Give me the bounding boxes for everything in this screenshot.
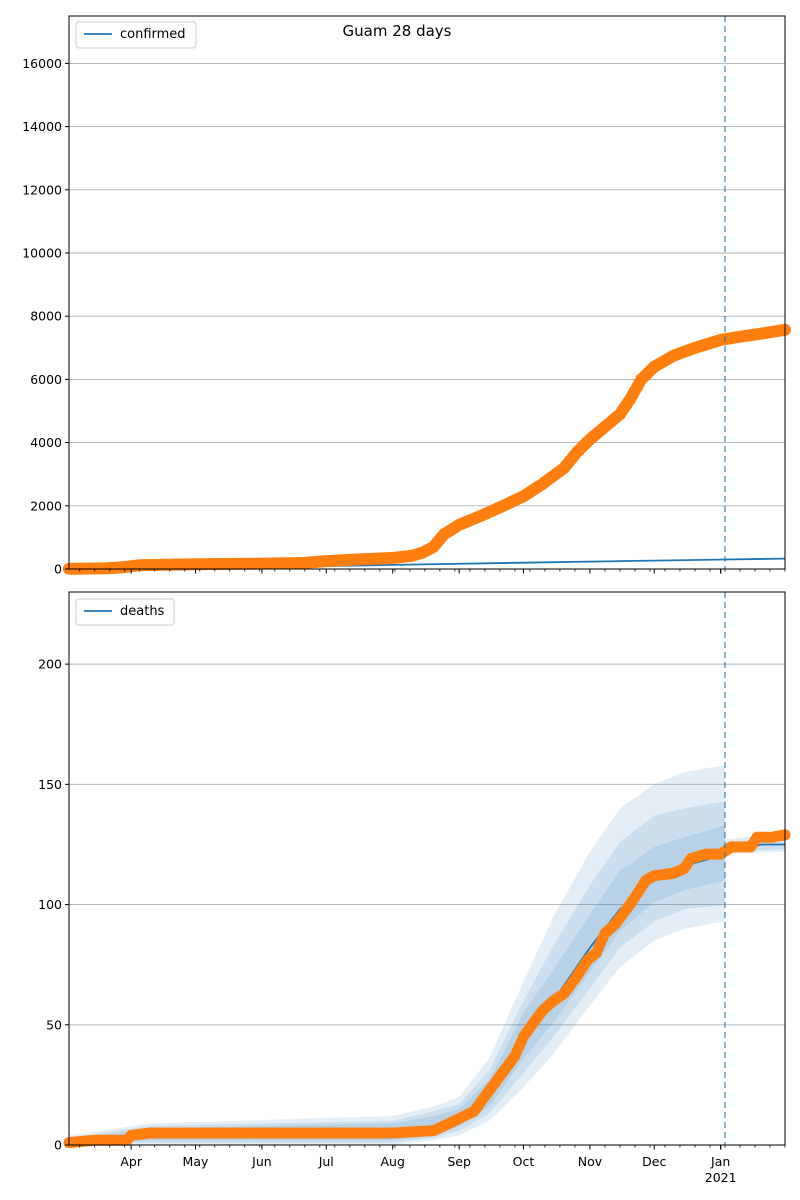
- legend-box: [75, 21, 197, 49]
- panel-deaths: 0 50 100 150 200 Apr May Jun Jul Aug Sep Oct Nov Dec…: [38, 591, 791, 1185]
- legend: confirmed: [75, 21, 197, 49]
- y-tick-label: 16000: [22, 56, 62, 71]
- x-year-label: 2021: [705, 1170, 737, 1185]
- y-tick-label: 6000: [30, 372, 62, 387]
- x-tick-label: Sep: [447, 1154, 471, 1169]
- x-tick-label: Dec: [642, 1154, 666, 1169]
- legend-label: confirmed: [120, 27, 186, 42]
- uncertainty-band: [69, 825, 725, 1145]
- y-tick-label: 10000: [22, 246, 62, 261]
- y-tick-label: 14000: [22, 119, 62, 134]
- legend-label: deaths: [120, 604, 165, 619]
- x-tick-label: May: [183, 1154, 209, 1169]
- x-tick-label: Jul: [318, 1154, 334, 1169]
- plot-frame: [68, 591, 786, 1146]
- x-tick-label: Nov: [578, 1154, 603, 1169]
- uncertainty-band: [69, 801, 725, 1145]
- plot-frame: [68, 15, 786, 570]
- y-tick-label: 2000: [30, 498, 62, 513]
- x-tick-label: Oct: [513, 1154, 535, 1169]
- legend: deaths: [75, 598, 175, 626]
- panel-confirmed: 0 2000 4000 6000 8000 10000 12000 14000 16000 co…: [22, 15, 791, 577]
- x-tick-label: Jun: [251, 1154, 272, 1169]
- x-tick-label: Jan: [710, 1154, 730, 1169]
- x-tick-label: Apr: [120, 1154, 142, 1169]
- x-tick-label: Aug: [380, 1154, 404, 1169]
- y-tick-label: 0: [54, 562, 62, 577]
- y-tick-label: 12000: [22, 182, 62, 197]
- legend-box: [75, 598, 175, 626]
- y-tick-label: 200: [38, 657, 62, 672]
- y-tick-label: 8000: [30, 309, 62, 324]
- uncertainty-band: [69, 765, 725, 1145]
- y-tick-label: 150: [38, 777, 62, 792]
- y-tick-label: 100: [38, 897, 62, 912]
- y-tick-label: 4000: [30, 435, 62, 450]
- figure-title: Guam 28 days: [343, 22, 452, 40]
- y-tick-label: 0: [54, 1138, 62, 1153]
- y-tick-label: 50: [46, 1017, 62, 1032]
